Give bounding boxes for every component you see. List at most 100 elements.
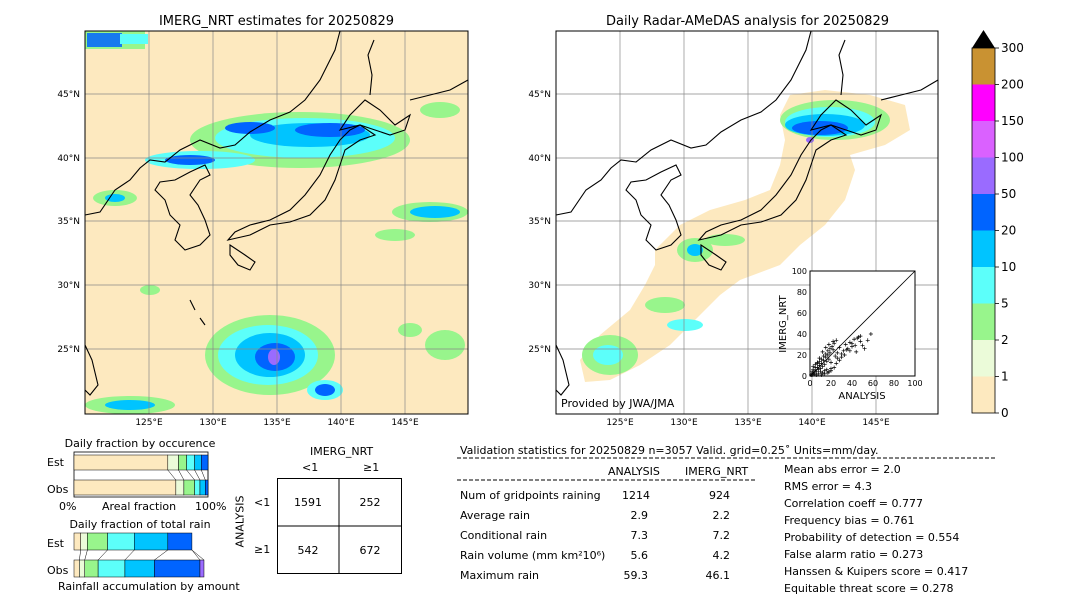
colorbar-label: 50 — [1001, 187, 1016, 201]
total-rain-obs-label: Obs — [47, 564, 69, 577]
score-line: Mean abs error = 2.0 — [784, 463, 901, 476]
map-credit: Provided by JWA/JMA — [561, 397, 675, 410]
total-rain-bar-segment — [134, 532, 169, 551]
validation-row-label: Num of gridpoints raining — [460, 489, 601, 502]
scatter-point — [829, 360, 833, 365]
occurrence-bar-segment — [167, 454, 179, 471]
validation-row-label: Maximum rain — [460, 569, 539, 582]
validation-header: Validation statistics for 20250829 n=305… — [460, 444, 879, 457]
occurrence-bar-segment — [201, 454, 209, 471]
contingency-cell: 252 — [360, 496, 381, 509]
scatter-point — [835, 356, 840, 361]
colorbar-block — [972, 230, 995, 267]
colorbar-block — [972, 157, 995, 194]
scatter-ytick: 20 — [797, 351, 807, 360]
scatter-point — [853, 343, 858, 348]
scatter-ytick: 80 — [797, 288, 807, 297]
total-rain-title: Daily fraction of total rain — [69, 518, 211, 531]
scatter-point — [860, 343, 865, 348]
total-rain-bar-segment — [199, 559, 205, 578]
right-lat-label: 30°N — [528, 281, 551, 291]
scatter-xtick: 60 — [868, 379, 878, 388]
scatter-point — [811, 364, 816, 369]
scatter-point — [831, 347, 836, 352]
left-lon-label: 145°E — [391, 418, 419, 428]
occurrence-bar-segment — [178, 454, 187, 471]
validation-row-label: Average rain — [460, 509, 530, 522]
right-lat-label: 25°N — [528, 345, 551, 355]
scatter-point — [814, 372, 819, 377]
total-rain-bar-segment — [87, 532, 108, 551]
left-lat-label: 45°N — [57, 90, 80, 100]
colorbar-block — [972, 376, 995, 413]
right-lon-label: 130°E — [670, 418, 698, 428]
occurrence-axis-right: 100% — [195, 500, 227, 513]
scatter-point — [834, 361, 839, 366]
validation-row-analysis: 1214 — [622, 489, 650, 502]
validation-row-label: Rain volume (mm km²10⁶) — [460, 549, 606, 562]
score-line: Frequency bias = 0.761 — [784, 514, 915, 527]
scatter-point — [812, 371, 817, 376]
scatter-xtick: 80 — [889, 379, 899, 388]
scatter-point — [819, 361, 824, 366]
occurrence-bar-segment — [205, 479, 209, 496]
right-lon-label: 125°E — [606, 418, 634, 428]
total-rain-connector — [79, 549, 81, 561]
total-rain-connector — [124, 549, 135, 561]
colorbar-label: 200 — [1001, 78, 1024, 92]
score-line: Probability of detection = 0.554 — [784, 531, 960, 544]
scatter-point — [817, 356, 822, 361]
scatter-point — [816, 371, 821, 376]
scatter-point — [852, 337, 857, 342]
validation-col-imerg: IMERG_NRT — [685, 465, 749, 478]
total-rain-est-label: Est — [47, 537, 64, 550]
occurrence-axis-mid: Areal fraction — [102, 500, 177, 513]
contingency-cell: 672 — [360, 544, 381, 557]
occurrence-connector — [178, 469, 185, 481]
total-rain-bar-segment — [154, 559, 201, 578]
right-lat-label: 45°N — [528, 90, 551, 100]
scatter-point — [825, 353, 830, 357]
total-rain-connector — [97, 549, 108, 561]
contingency-row-lt: <1 — [254, 496, 271, 509]
scatter-point — [824, 367, 829, 372]
left-lat-label: 30°N — [57, 281, 80, 291]
scatter-point — [835, 350, 840, 355]
scatter-point — [830, 344, 835, 349]
left-map-title: IMERG_NRT estimates for 20250829 — [158, 14, 395, 29]
right-lon-label: 135°E — [734, 418, 762, 428]
scatter-point — [826, 342, 831, 347]
scatter-point — [809, 372, 814, 377]
scatter-point — [832, 341, 837, 346]
contingency-grid: 1591 252 542 672 — [277, 478, 402, 574]
scatter-point — [833, 354, 838, 359]
colorbar-label: 150 — [1001, 114, 1024, 128]
colorbar-extend-triangle — [972, 30, 995, 48]
total-rain-chart — [73, 532, 205, 578]
scatter-point — [844, 347, 849, 352]
score-line: Equitable threat score = 0.278 — [784, 582, 954, 595]
score-line: Hanssen & Kuipers score = 0.417 — [784, 565, 969, 578]
colorbar-label: 20 — [1001, 224, 1016, 238]
scatter-point — [839, 355, 844, 360]
left-lon-label: 140°E — [327, 418, 355, 428]
scatter-point — [820, 349, 825, 354]
colorbar-label: 2 — [1001, 333, 1009, 347]
validation-rules — [457, 457, 995, 481]
left-lon-label: 130°E — [199, 418, 227, 428]
occurrence-chart — [73, 451, 209, 498]
scatter-point — [831, 339, 836, 344]
scatter-point — [823, 351, 828, 356]
occurrence-bar-segment — [199, 479, 206, 496]
scatter-point — [821, 358, 826, 363]
scatter-point — [837, 345, 842, 350]
colorbar-label: 5 — [1001, 297, 1009, 311]
validation-row-analysis: 2.9 — [630, 509, 649, 522]
scatter-point — [813, 362, 818, 367]
scatter-ytick: 100 — [792, 267, 807, 276]
scatter-xtick: 40 — [847, 379, 857, 388]
validation-row-analysis: 59.3 — [623, 569, 649, 582]
scatter-ytick: 40 — [797, 330, 807, 339]
scatter-inset: 00 20 20 40 40 60 60 80 80 100 100 ANALYSIS IMERG_… — [778, 267, 923, 402]
scatter-point — [827, 346, 832, 351]
